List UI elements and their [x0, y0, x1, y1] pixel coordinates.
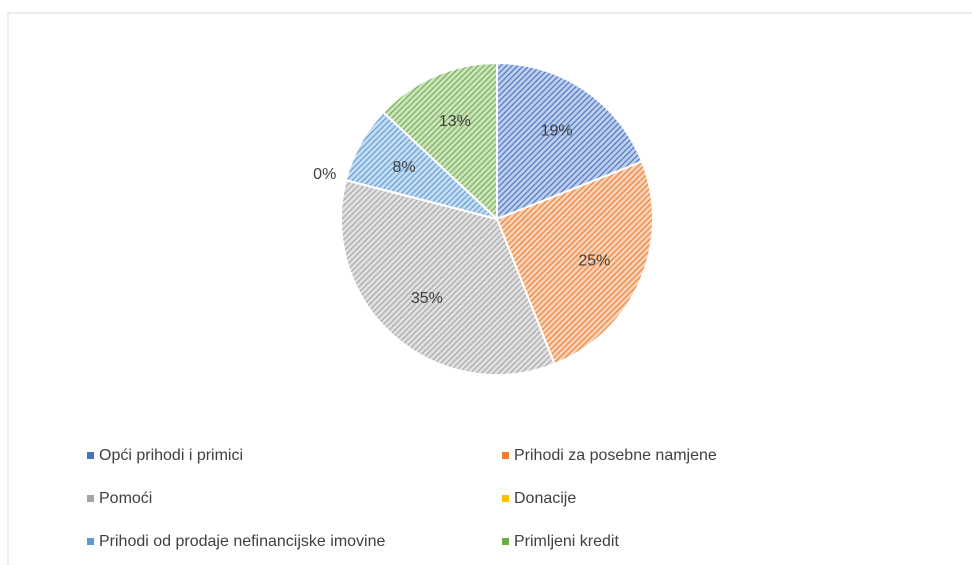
legend-marker [87, 495, 94, 502]
pie-slice [496, 61, 644, 221]
legend-marker [502, 452, 509, 459]
legend-label: Prihodi od prodaje nefinancijske imovine [99, 533, 385, 550]
legend-label: Pomoći [99, 490, 152, 507]
pie-slice [340, 178, 556, 376]
legend-label: Prihodi za posebne namjene [514, 447, 717, 464]
legend-label: Donacije [514, 490, 576, 507]
legend-marker [87, 538, 94, 545]
data-label: 13% [439, 113, 471, 130]
legend-marker [502, 495, 509, 502]
pie-slice [381, 61, 498, 222]
data-label: 35% [411, 290, 443, 307]
legend-marker [87, 452, 94, 459]
legend-marker [502, 538, 509, 545]
legend-label: Primljeni kredit [514, 533, 619, 550]
data-label: 0% [313, 166, 336, 183]
legend-label: Opći prihodi i primici [99, 447, 243, 464]
data-label: 8% [392, 159, 415, 176]
pie-slice [495, 160, 654, 366]
data-label: 19% [541, 122, 573, 139]
data-label: 25% [578, 252, 610, 269]
